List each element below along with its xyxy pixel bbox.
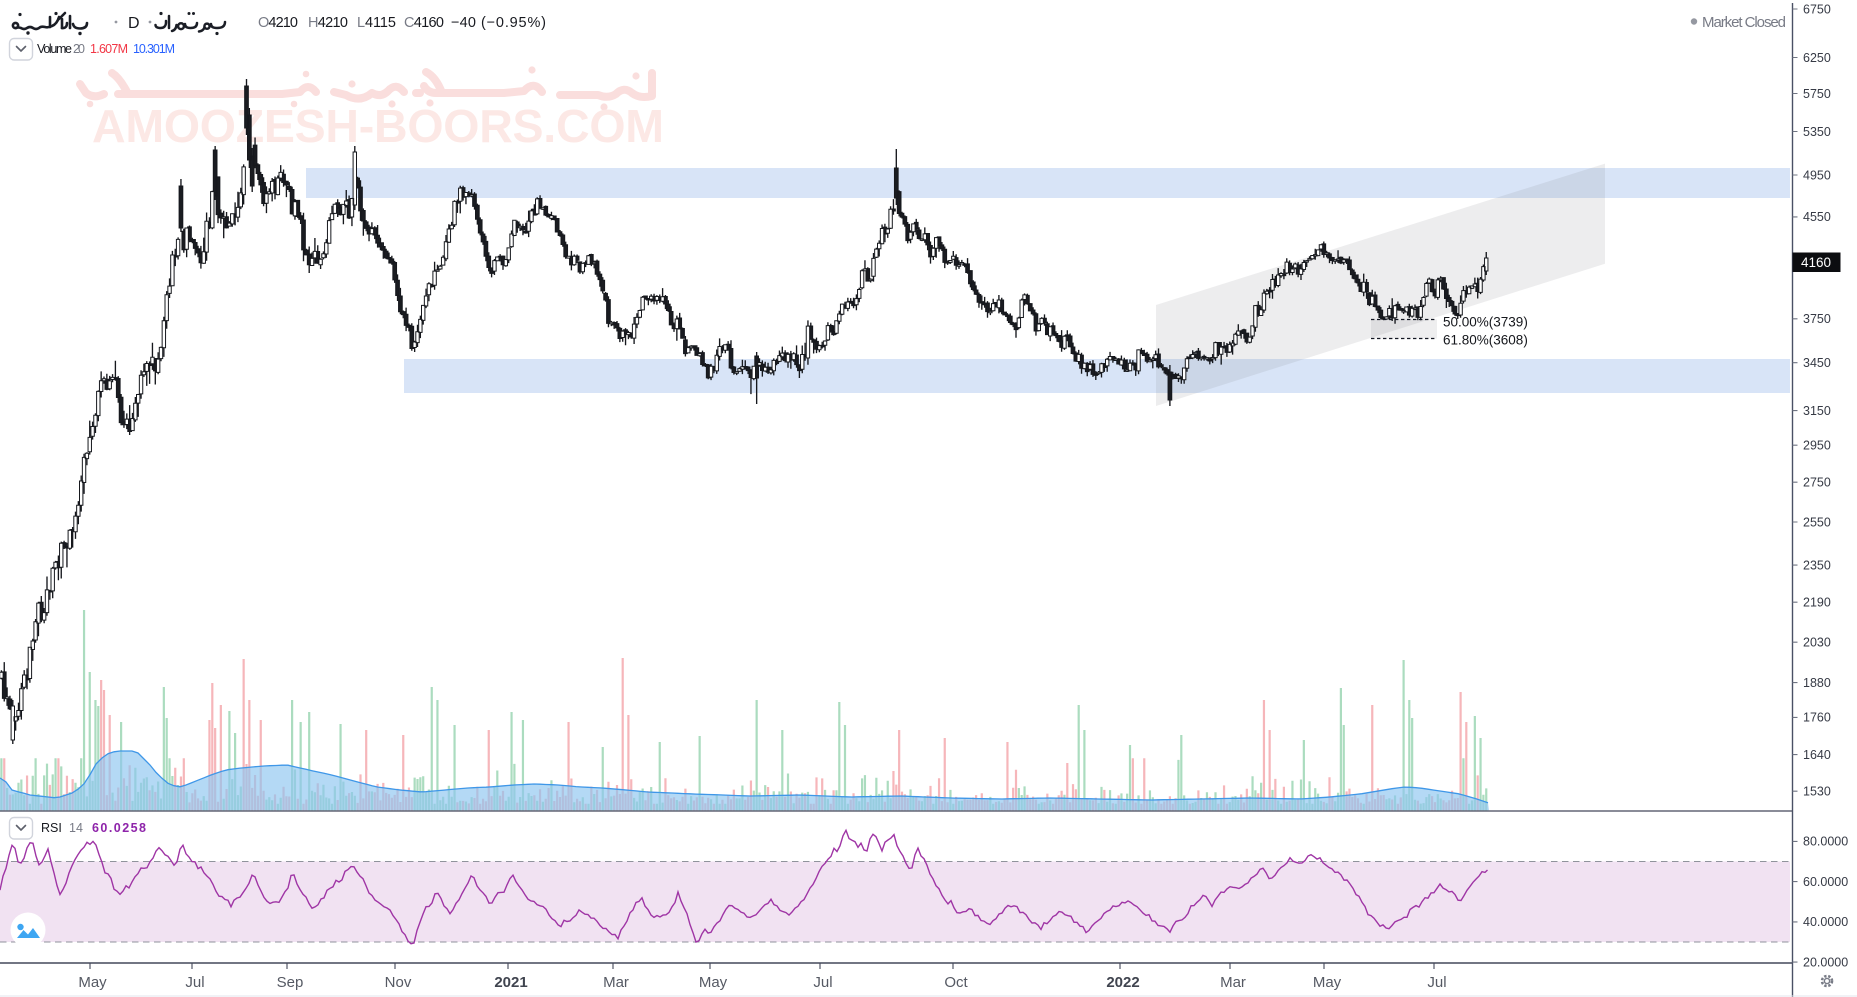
svg-text:61.80%(3608): 61.80%(3608) (1443, 333, 1528, 348)
svg-text:1530: 1530 (1803, 785, 1831, 799)
svg-text:Oct: Oct (944, 974, 968, 991)
svg-text:2021: 2021 (494, 974, 527, 991)
svg-text:50.00%(3739): 50.00%(3739) (1443, 315, 1528, 330)
svg-text:2750: 2750 (1803, 476, 1831, 490)
svg-text:3750: 3750 (1803, 312, 1831, 326)
svg-text:Sep: Sep (277, 974, 304, 991)
svg-text:2022: 2022 (1106, 974, 1139, 991)
svg-text:1640: 1640 (1803, 748, 1831, 762)
svg-text:2350: 2350 (1803, 558, 1831, 572)
svg-text:D: D (128, 15, 140, 32)
svg-text:Jul: Jul (813, 974, 832, 991)
svg-text:May: May (78, 974, 107, 991)
svg-text:20.0000: 20.0000 (1803, 955, 1848, 969)
svg-text:80.0000: 80.0000 (1803, 835, 1848, 849)
svg-text:−40: −40 (451, 15, 476, 31)
svg-text:2550: 2550 (1803, 515, 1831, 529)
svg-text:4160: 4160 (1801, 255, 1831, 270)
svg-text:20: 20 (73, 42, 85, 56)
svg-text:C4160: C4160 (404, 15, 444, 31)
svg-text:Jul: Jul (1427, 974, 1446, 991)
svg-text:O4210: O4210 (258, 15, 298, 31)
svg-text:Jul: Jul (185, 974, 204, 991)
svg-text:6750: 6750 (1803, 2, 1831, 16)
svg-text:2190: 2190 (1803, 596, 1831, 610)
svg-text:Volume: Volume (37, 42, 72, 56)
svg-text:2030: 2030 (1803, 636, 1831, 650)
svg-text:60.0000: 60.0000 (1803, 875, 1848, 889)
svg-text:H4210: H4210 (308, 15, 348, 31)
svg-text:4950: 4950 (1803, 168, 1831, 182)
svg-text:4550: 4550 (1803, 210, 1831, 224)
svg-text:40.0000: 40.0000 (1803, 915, 1848, 929)
svg-text:Mar: Mar (1220, 974, 1246, 991)
svg-text:(−0.95%): (−0.95%) (481, 15, 546, 31)
svg-text:2950: 2950 (1803, 439, 1831, 453)
svg-text:May: May (699, 974, 728, 991)
svg-text:3150: 3150 (1803, 404, 1831, 418)
svg-text:May: May (1313, 974, 1342, 991)
svg-text:60.0258: 60.0258 (92, 821, 146, 835)
svg-text:Nov: Nov (385, 974, 412, 991)
svg-text:1880: 1880 (1803, 676, 1831, 690)
svg-text:Mar: Mar (603, 974, 629, 991)
svg-text:5750: 5750 (1803, 87, 1831, 101)
svg-text:3450: 3450 (1803, 356, 1831, 370)
svg-text:RSI: RSI (41, 821, 62, 835)
svg-text:1760: 1760 (1803, 711, 1831, 725)
svg-text:Market Closed: Market Closed (1702, 14, 1786, 31)
svg-text:10.301M: 10.301M (133, 42, 175, 56)
svg-text:5350: 5350 (1803, 125, 1831, 139)
svg-text:6250: 6250 (1803, 51, 1831, 65)
svg-text:14: 14 (69, 821, 83, 835)
svg-text:1.607M: 1.607M (90, 42, 128, 56)
svg-text:AMOOZESH-BOORS.COM: AMOOZESH-BOORS.COM (92, 100, 666, 152)
svg-text:L4115: L4115 (357, 15, 396, 31)
